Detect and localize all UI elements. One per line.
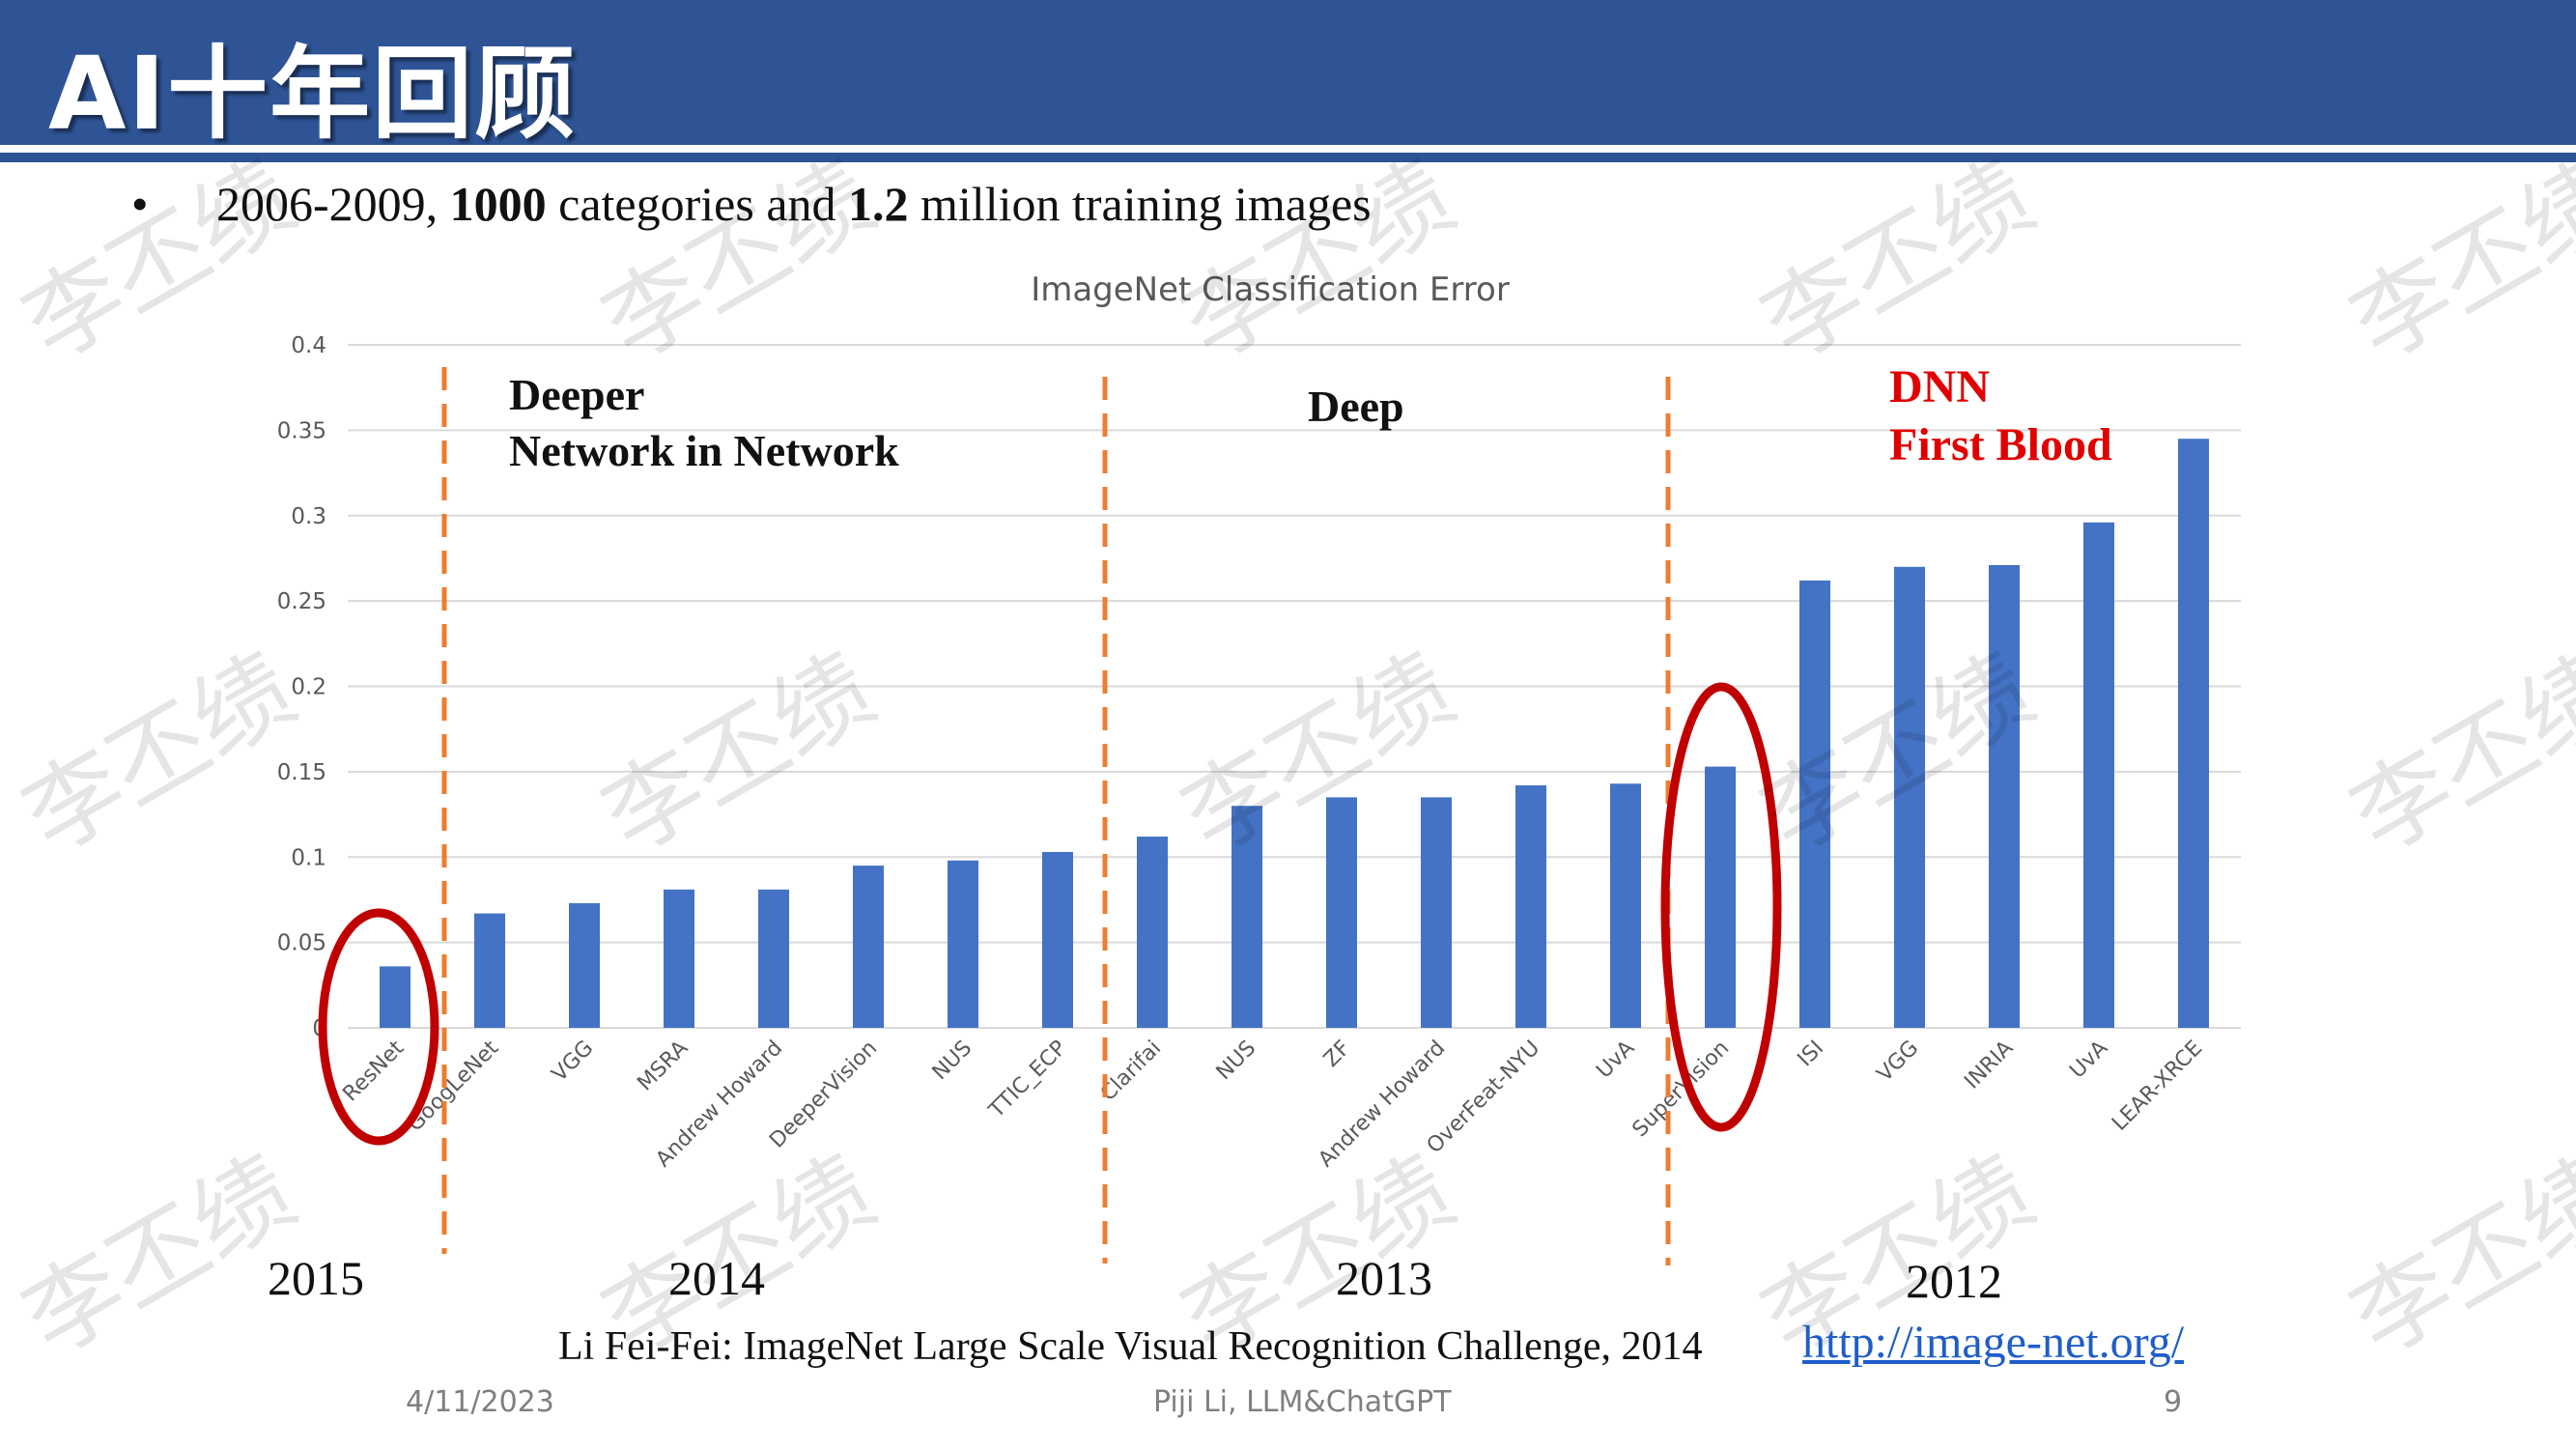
- annotation-first-blood: First Blood: [1889, 419, 2112, 470]
- category-label: TTIC_ECP: [984, 1037, 1071, 1123]
- year-label: 2013: [1336, 1251, 1432, 1305]
- bar: [1894, 566, 1925, 1028]
- category-label: NUS: [928, 1037, 977, 1086]
- y-tick-label: 0.3: [291, 504, 326, 529]
- bar: [474, 913, 505, 1028]
- year-label: 2012: [1906, 1254, 2002, 1308]
- category-label: UvA: [1592, 1037, 1639, 1084]
- y-tick-label: 0.25: [277, 589, 326, 614]
- footer-page-number: 9: [2164, 1385, 2183, 1419]
- bar: [2178, 439, 2209, 1028]
- bar: [2083, 522, 2114, 1028]
- bar: [1137, 837, 1168, 1028]
- annotation-deeper: Deeper: [509, 370, 644, 419]
- footer-date: 4/11/2023: [406, 1385, 554, 1419]
- resnet-highlight-circle: [318, 908, 439, 1146]
- bar: [1231, 806, 1262, 1028]
- category-label: GoogLeNet: [403, 1036, 503, 1136]
- category-label: INRIA: [1960, 1037, 2018, 1094]
- bar: [1989, 565, 2020, 1028]
- annotation-nin: Network in Network: [509, 426, 899, 475]
- y-tick-label: 0.1: [291, 845, 326, 870]
- bar: [1799, 580, 1830, 1028]
- annotation-dnn: DNN: [1889, 361, 1990, 412]
- citation-caption: Li Fei-Fei: ImageNet Large Scale Visual …: [558, 1324, 1703, 1369]
- slide-title: AI十年回顾: [48, 35, 578, 153]
- error-bar-chart: ImageNet Classification Error00.050.10.1…: [268, 270, 2241, 1308]
- bullet-text: 2006-2009, 1000 categories and 1.2 milli…: [216, 177, 1372, 231]
- supervision-highlight-circle: [1660, 682, 1782, 1132]
- footer-author: Piji Li, LLM&ChatGPT: [1153, 1385, 1452, 1419]
- bar: [1421, 797, 1452, 1028]
- bar: [569, 902, 600, 1028]
- imagenet-link[interactable]: http://image-net.org/: [1802, 1317, 2185, 1368]
- bar: [1326, 797, 1357, 1028]
- category-label: LEAR-XRCE: [2108, 1037, 2207, 1136]
- category-label: ISI: [1794, 1037, 1829, 1072]
- category-label: ZF: [1319, 1037, 1355, 1072]
- category-label: ResNet: [338, 1036, 409, 1106]
- y-tick-label: 0.2: [291, 675, 326, 700]
- y-tick-label: 0.4: [291, 333, 326, 358]
- y-tick-label: 0.15: [277, 760, 326, 785]
- title-bar: [0, 0, 2576, 145]
- bar: [1515, 785, 1546, 1028]
- bar: [1705, 766, 1736, 1028]
- category-label: UvA: [2065, 1037, 2112, 1084]
- bar: [380, 966, 410, 1028]
- year-label: 2014: [668, 1251, 765, 1305]
- y-tick-label: 0.35: [277, 418, 326, 443]
- chart-title: ImageNet Classification Error: [1031, 270, 1510, 309]
- bar: [853, 866, 884, 1028]
- year-label: 2015: [268, 1251, 364, 1305]
- category-label: MSRA: [633, 1037, 693, 1096]
- bullet-dot: •: [131, 177, 149, 231]
- bar: [1610, 783, 1641, 1028]
- title-underline: [0, 153, 2576, 162]
- category-label: VGG: [548, 1037, 598, 1087]
- bar: [758, 889, 789, 1028]
- bar: [948, 860, 978, 1028]
- bar: [1042, 851, 1073, 1028]
- y-tick-label: 0.05: [277, 931, 326, 956]
- annotation-deep: Deep: [1308, 382, 1404, 431]
- category-label: VGG: [1873, 1037, 1923, 1087]
- category-label: NUS: [1212, 1037, 1261, 1086]
- bar: [664, 889, 694, 1028]
